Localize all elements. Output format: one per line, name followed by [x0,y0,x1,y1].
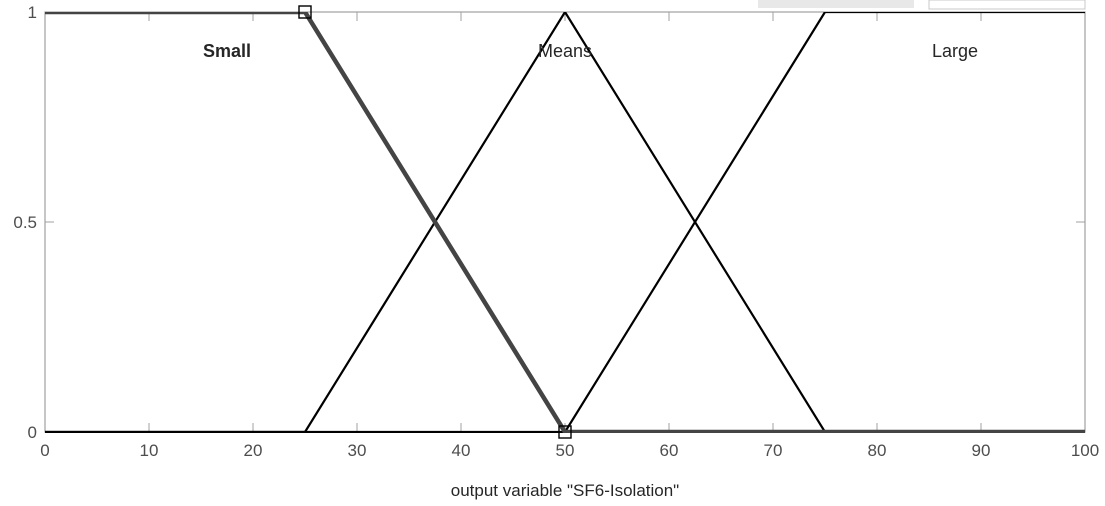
x-tick-label: 70 [764,441,783,460]
x-tick-label: 80 [868,441,887,460]
series-label-large[interactable]: Large [932,41,978,61]
x-axis-title: output variable "SF6-Isolation" [451,481,679,500]
x-tick-label: 30 [348,441,367,460]
x-tick-label: 90 [972,441,991,460]
x-tick-label: 100 [1071,441,1099,460]
series-line-small[interactable] [45,12,1085,433]
y-tick-label: 0.5 [13,213,37,232]
x-tick-label: 40 [452,441,471,460]
toolbar-fragment-right [928,0,1086,10]
y-tick-label: 1 [28,3,37,22]
series-layer [45,12,1085,433]
x-tick-label: 20 [244,441,263,460]
series-line-large[interactable] [45,12,1085,433]
x-tick-label: 50 [556,441,575,460]
series-labels: Small Means Large [203,41,978,61]
x-tick-label: 10 [140,441,159,460]
selected-handles [298,5,572,439]
x-tick-label: 60 [660,441,679,460]
series-label-means[interactable]: Means [538,41,592,61]
x-tick-label: 0 [40,441,49,460]
plot-area [44,11,1086,433]
vertex-handle[interactable] [298,5,312,19]
series-label-small[interactable]: Small [203,41,251,61]
x-axis: 0 10 20 30 40 50 60 70 80 90 100 [40,12,1099,460]
vertex-handle[interactable] [558,425,572,439]
y-tick-label: 0 [28,423,37,442]
toolbar-fragment-left [758,0,914,8]
